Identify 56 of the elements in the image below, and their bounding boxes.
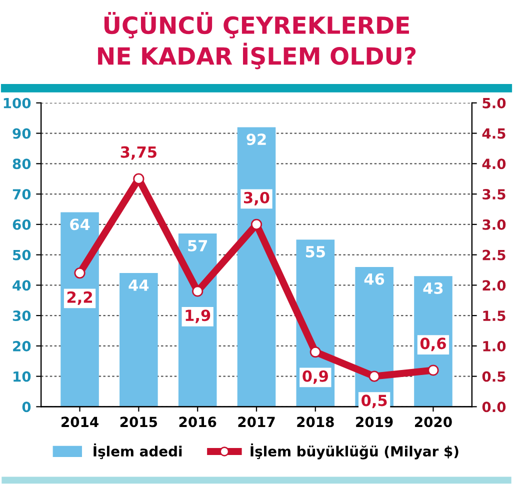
data-label: 2,2 — [67, 291, 92, 305]
data-label: 92 — [246, 134, 266, 146]
x-tick-label: 2015 — [120, 416, 158, 428]
y2-tick-label: 5.0 — [482, 98, 506, 108]
y-tick-label: 60 — [12, 219, 31, 230]
y-tick-label: 0 — [22, 402, 31, 412]
y2-tick-label: 3.0 — [482, 219, 506, 230]
x-tick-label: 2020 — [415, 416, 452, 428]
x-tick-label: 2018 — [297, 416, 334, 428]
bar — [120, 273, 158, 407]
x-tick-label: 2019 — [356, 416, 393, 428]
data-label: 57 — [188, 240, 208, 252]
y-tick-label: 30 — [12, 310, 31, 322]
data-label: 3,75 — [120, 146, 156, 160]
point — [368, 370, 380, 382]
y-tick-label: 10 — [14, 371, 31, 382]
data-label: 44 — [128, 280, 149, 291]
x-tick-label: 2016 — [179, 416, 216, 428]
y2-tick-label: 0.0 — [482, 402, 506, 412]
point — [192, 286, 204, 297]
y2-tick-label: 4.0 — [482, 158, 506, 170]
bar — [60, 212, 99, 407]
legend-label: İşlem büyüklüğü (Milyar $) — [250, 444, 458, 460]
chart-title: ÜÇÜNCÜ ÇEYREKLERDE NE KADAR İŞLEM OLDU? — [98, 12, 416, 70]
y2-tick-label: 1.5 — [483, 310, 506, 322]
y2-tick-label: 2.0 — [482, 280, 506, 291]
y-tick-label: 90 — [12, 128, 31, 139]
point — [310, 346, 321, 358]
x-tick-label: 2017 — [238, 416, 275, 428]
data-label: 64 — [70, 218, 90, 230]
y-tick-label: 40 — [12, 280, 31, 291]
y-tick-label: 70 — [12, 189, 31, 200]
y2-tick-label: 2.5 — [482, 250, 506, 260]
point — [250, 218, 262, 230]
legend-label: İşlem adedi — [94, 444, 182, 460]
point — [133, 173, 144, 184]
data-label: 46 — [364, 273, 384, 285]
data-label: 55 — [306, 246, 325, 258]
y-tick-label: 20 — [13, 340, 31, 352]
point — [428, 364, 439, 376]
y2-tick-label: 1.0 — [483, 340, 506, 352]
data-label: 1,9 — [186, 310, 210, 324]
y-tick-label: 50 — [13, 250, 31, 260]
data-label: 3,0 — [244, 192, 270, 206]
y2-tick-label: 0.5 — [482, 371, 506, 382]
x-tick-label: 2014 — [62, 416, 98, 428]
bar — [237, 127, 276, 407]
data-label: 0,5 — [362, 394, 387, 408]
y-tick-label: 100 — [4, 98, 31, 108]
y2-tick-label: 3.5 — [482, 189, 506, 200]
data-label: 0,6 — [420, 338, 446, 352]
y2-tick-label: 4.5 — [482, 128, 506, 139]
y-tick-label: 80 — [12, 158, 31, 170]
data-label: 43 — [423, 282, 443, 294]
data-label: 0,9 — [302, 370, 328, 384]
point — [74, 267, 86, 279]
